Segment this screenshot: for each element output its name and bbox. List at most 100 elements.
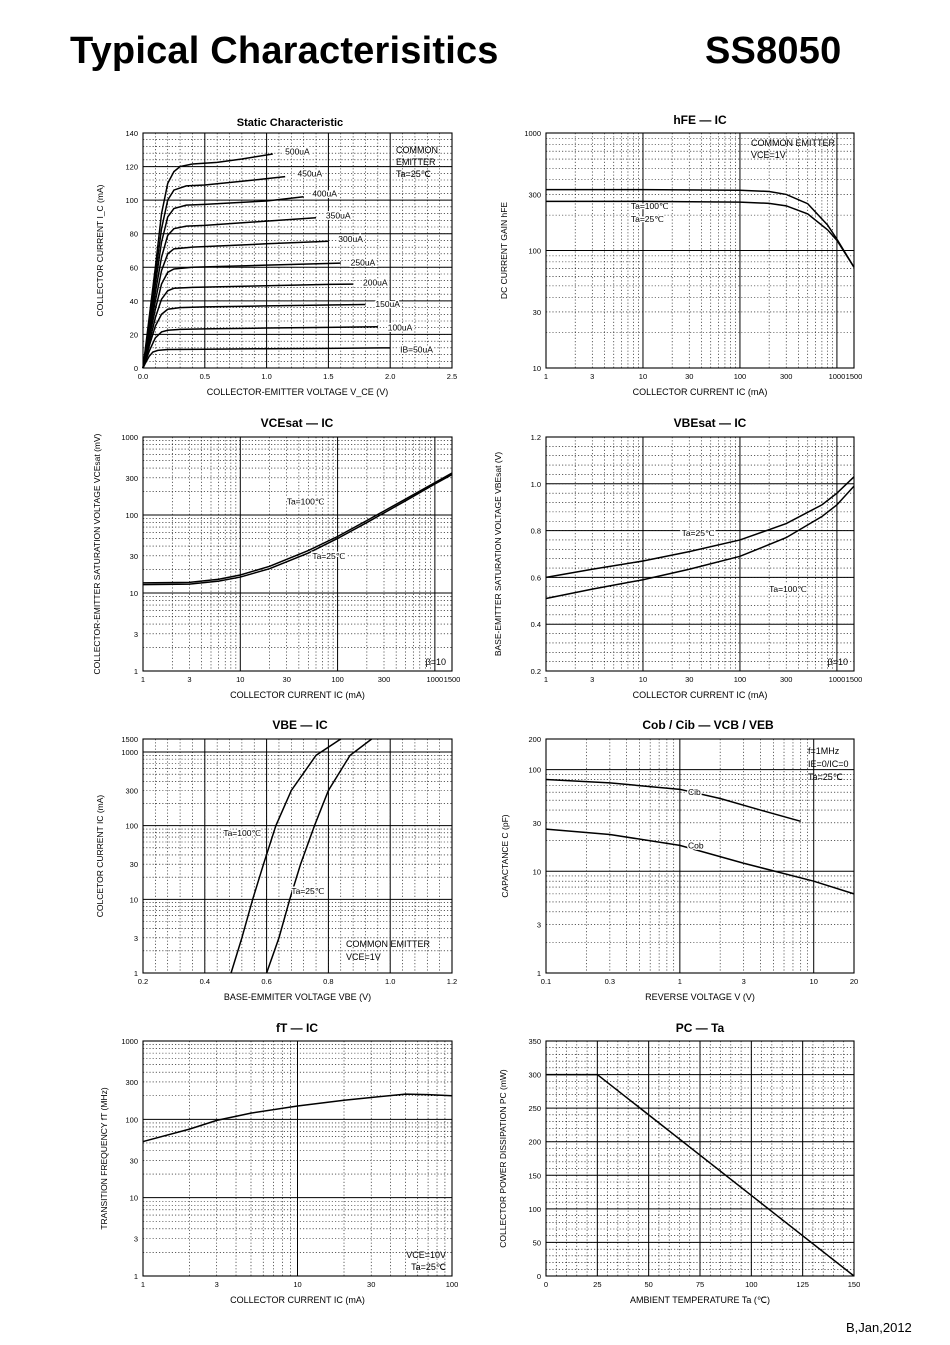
series-label: Ta=100℃ [287, 496, 325, 506]
series-line-vbe-0 [230, 738, 342, 974]
x-tick-label: 150 [848, 1280, 861, 1289]
x-tick-label: 3 [590, 675, 594, 684]
y-tick-label: 10 [130, 589, 138, 598]
x-tick-label: 1500 [846, 675, 863, 684]
y-tick-label: 10 [130, 1194, 138, 1203]
grid-vbe [143, 739, 452, 973]
y-tick-label: 300 [125, 474, 138, 483]
x-tick-label: 3 [742, 977, 746, 986]
y-tick-label: 0.2 [531, 667, 541, 676]
y-tick-label: 1 [134, 1272, 138, 1281]
y-axis-label: TRANSITION FREQUENCY fT (MHz) [99, 1087, 109, 1229]
annotation-text: COMMON [396, 145, 438, 155]
x-tick-label: 100 [745, 1280, 758, 1289]
series-label: Ta=25℃ [291, 886, 324, 896]
x-axis-label: COLLECTOR-EMITTER VOLTAGE V_CE (V) [207, 387, 389, 397]
chart-title: hFE — IC [673, 113, 727, 127]
x-tick-label: 1.2 [447, 977, 457, 986]
series-label: Ta=25℃ [631, 214, 664, 224]
y-tick-label: 250 [528, 1104, 541, 1113]
x-tick-label: 1 [544, 675, 548, 684]
part-number: SS8050 [705, 30, 842, 72]
x-tick-label: 3 [215, 1280, 219, 1289]
annotation-text: Ta=25℃ [411, 1262, 446, 1272]
y-tick-label: 30 [130, 860, 138, 869]
series-label: 100uA [388, 323, 413, 333]
page-title: Typical Characterisitics [70, 30, 499, 72]
series-line-static-5 [142, 240, 329, 369]
grid-hfe [546, 133, 854, 368]
x-tick-label: 125 [796, 1280, 809, 1289]
series-label: 250uA [351, 257, 376, 267]
grid-capacitance [546, 739, 854, 973]
y-tick-label: 120 [125, 163, 138, 172]
y-tick-label: 300 [125, 786, 138, 795]
y-tick-label: 100 [528, 247, 541, 256]
x-tick-label: 10 [639, 675, 647, 684]
series-line-static-2 [142, 303, 366, 369]
grid-vbesat [546, 437, 854, 671]
y-tick-label: 10 [533, 364, 541, 373]
x-axis-label: BASE-EMMITER VOLTAGE VBE (V) [224, 992, 371, 1002]
chart-title: Cob / Cib — VCB / VEB [642, 718, 774, 732]
chart-title: Static Characteristic [237, 117, 343, 129]
annotation-text: f=1MHz [808, 746, 840, 756]
series-label: Cob [688, 840, 704, 850]
chart-vcesat: 1 3 10 30 100 300 1000 15001310301003001000COLL… [92, 416, 460, 700]
x-tick-label: 0 [544, 1280, 548, 1289]
series-line-vcesat-0 [142, 472, 453, 584]
series-line-pc-0 [546, 1073, 855, 1277]
y-tick-label: 30 [533, 308, 541, 317]
chart-title: VBEsat — IC [674, 416, 747, 430]
x-tick-label: 1 [544, 372, 548, 381]
y-tick-label: 1 [537, 969, 541, 978]
x-tick-label: 0.0 [138, 372, 148, 381]
series-line-static-0 [142, 347, 391, 369]
annotation-text: EMITTER [396, 157, 436, 167]
series-line-static-7 [142, 196, 304, 369]
x-tick-label: 1.0 [385, 977, 395, 986]
x-tick-label: 30 [685, 675, 693, 684]
series-line-vbesat-0 [545, 476, 855, 579]
annotation-text: Ta=25℃ [808, 772, 843, 782]
series-label: Ta=25℃ [682, 528, 715, 538]
series-label: Ta=100℃ [769, 584, 807, 594]
annotation-text: Ta=25℃ [396, 169, 431, 179]
y-tick-label: 100 [125, 511, 138, 520]
x-tick-label: 30 [685, 372, 693, 381]
y-tick-label: 100 [125, 1115, 138, 1124]
x-tick-label: 300 [780, 372, 793, 381]
x-axis-label: AMBIENT TEMPERATURE Ta (℃) [630, 1295, 770, 1305]
y-tick-label: 1000 [121, 748, 138, 757]
y-tick-label: 30 [533, 819, 541, 828]
y-tick-label: 1000 [121, 1037, 138, 1046]
y-tick-label: 3 [134, 1235, 138, 1244]
y-tick-label: 3 [134, 934, 138, 943]
series-label: Ta=100℃ [631, 201, 669, 211]
y-tick-label: 40 [130, 297, 138, 306]
plot-frame-vbesat [545, 436, 855, 672]
series-line-capacitance-1 [545, 828, 855, 895]
series-line-static-9 [142, 153, 273, 369]
y-tick-label: 3 [134, 630, 138, 639]
plot-frame-static [142, 132, 453, 369]
chart-title: VBE — IC [272, 718, 328, 732]
series-label: 400uA [312, 188, 337, 198]
y-axis-label: CAPACTANCE C (pF) [500, 814, 510, 897]
plot-frame-vcesat [142, 436, 453, 672]
y-tick-label: 1000 [121, 433, 138, 442]
x-tick-label: 2.5 [447, 372, 457, 381]
x-axis-label: COLLECTOR CURRENT IC (mA) [230, 1295, 365, 1305]
plot-frame-ft [142, 1040, 453, 1277]
x-tick-label: 1500 [846, 372, 863, 381]
x-tick-label: 300 [378, 675, 391, 684]
chart-vbe: 0.2 0.4 0.6 0.8 1.0 1.2 1 3 10 30 100 300 1000 1500 BA… [95, 718, 457, 1002]
x-axis-label: REVERSE VOLTAGE V (V) [645, 992, 755, 1002]
series-line-hfe-0 [546, 188, 855, 268]
series-line-vbe-1 [265, 738, 373, 974]
y-tick-label: 1500 [121, 735, 138, 744]
x-tick-label: 0.2 [138, 977, 148, 986]
series-line-static-4 [142, 262, 341, 369]
x-tick-label: 300 [780, 675, 793, 684]
series-label: Cib [688, 787, 701, 797]
